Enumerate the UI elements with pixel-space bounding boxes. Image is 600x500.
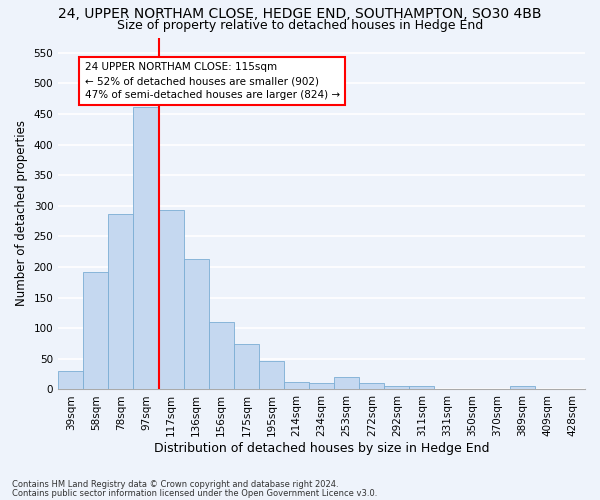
Bar <box>184 259 209 390</box>
Text: Size of property relative to detached houses in Hedge End: Size of property relative to detached ho… <box>117 19 483 32</box>
Bar <box>510 386 535 390</box>
X-axis label: Distribution of detached houses by size in Hedge End: Distribution of detached houses by size … <box>154 442 490 455</box>
Bar <box>409 386 434 390</box>
Y-axis label: Number of detached properties: Number of detached properties <box>15 120 28 306</box>
Text: Contains public sector information licensed under the Open Government Licence v3: Contains public sector information licen… <box>12 489 377 498</box>
Bar <box>259 362 284 390</box>
Bar <box>234 344 259 390</box>
Bar <box>109 214 133 390</box>
Bar <box>209 322 234 390</box>
Bar <box>385 386 409 390</box>
Text: 24, UPPER NORTHAM CLOSE, HEDGE END, SOUTHAMPTON, SO30 4BB: 24, UPPER NORTHAM CLOSE, HEDGE END, SOUT… <box>58 8 542 22</box>
Bar <box>309 382 334 390</box>
Text: 24 UPPER NORTHAM CLOSE: 115sqm
← 52% of detached houses are smaller (902)
47% of: 24 UPPER NORTHAM CLOSE: 115sqm ← 52% of … <box>85 62 340 100</box>
Bar <box>58 371 83 390</box>
Text: Contains HM Land Registry data © Crown copyright and database right 2024.: Contains HM Land Registry data © Crown c… <box>12 480 338 489</box>
Bar <box>158 210 184 390</box>
Bar <box>334 376 359 390</box>
Bar <box>359 384 385 390</box>
Bar <box>133 108 158 390</box>
Bar <box>284 382 309 390</box>
Bar <box>83 272 109 390</box>
